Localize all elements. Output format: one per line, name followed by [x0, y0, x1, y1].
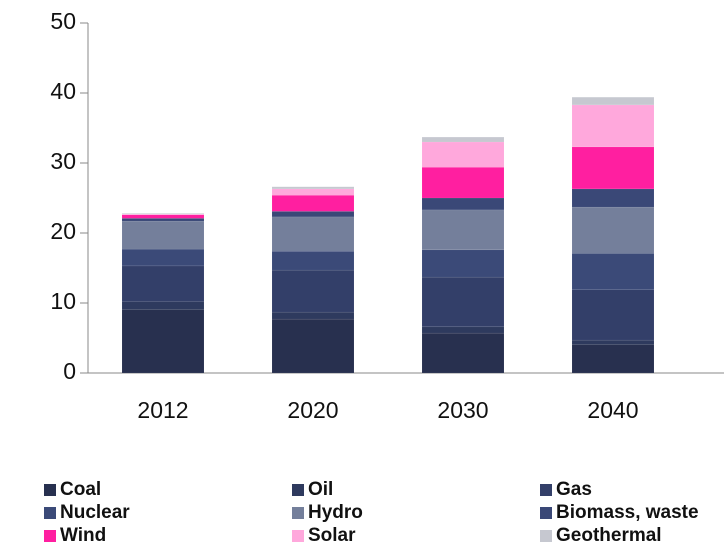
- x-tick-label: 2020: [287, 397, 338, 423]
- bar-segment: [121, 213, 205, 215]
- bar-segment: [421, 249, 505, 278]
- legend-label: Wind: [60, 525, 106, 546]
- bar-segment: [571, 104, 655, 148]
- bar-segment: [571, 344, 655, 374]
- bar-segment: [421, 136, 505, 143]
- bar-segment: [121, 213, 205, 216]
- bar-segment: [121, 301, 205, 310]
- y-tick-label: 10: [50, 288, 76, 314]
- bar-segment: [271, 311, 355, 320]
- bar-segment: [271, 194, 355, 212]
- bar-segment: [271, 250, 355, 271]
- bar-segment: [421, 141, 505, 168]
- legend-label: Oil: [308, 479, 333, 500]
- legend-label: Nuclear: [60, 502, 130, 523]
- y-tick-label: 50: [50, 8, 76, 34]
- legend-swatch: [44, 507, 56, 519]
- legend-label: Hydro: [308, 502, 363, 523]
- legend-label: Geothermal: [556, 525, 662, 546]
- legend-swatch: [44, 484, 56, 496]
- bar-segment: [571, 206, 655, 254]
- bar-segment: [121, 309, 205, 374]
- bar-segment: [271, 211, 355, 218]
- bar-segment: [421, 209, 505, 251]
- bar-segment: [421, 332, 505, 374]
- y-tick-label: 40: [50, 78, 76, 104]
- legend-label: Coal: [60, 479, 101, 500]
- bar-segment: [421, 276, 505, 328]
- bar-segment: [121, 218, 205, 222]
- bar-segment: [421, 326, 505, 334]
- x-tick-label: 2040: [587, 397, 638, 423]
- x-tick-label: 2030: [437, 397, 488, 423]
- bar-segment: [121, 220, 205, 250]
- bar-segment: [271, 216, 355, 252]
- bar-segment: [121, 265, 205, 302]
- bar-segment: [571, 253, 655, 290]
- bar-segment: [421, 166, 505, 199]
- legend-label: Solar: [308, 525, 356, 546]
- legend-swatch: [540, 484, 552, 496]
- legend-swatch: [292, 484, 304, 496]
- legend-label: Biomass, waste: [556, 502, 699, 523]
- legend-swatch: [292, 530, 304, 542]
- legend-swatch: [540, 507, 552, 519]
- bar-segment: [271, 318, 355, 374]
- bar-segment: [571, 289, 655, 341]
- legend-swatch: [540, 530, 552, 542]
- bar-segment: [271, 186, 355, 190]
- bar-segment: [121, 248, 205, 267]
- y-tick-label: 20: [50, 218, 76, 244]
- y-tick-label: 0: [63, 358, 76, 384]
- legend-label: Gas: [556, 479, 592, 500]
- x-tick-label: 2012: [137, 397, 188, 423]
- legend-swatch: [44, 530, 56, 542]
- bar-segment: [571, 96, 655, 106]
- bar-segment: [571, 339, 655, 345]
- bar-segment: [271, 188, 355, 196]
- bar-segment: [571, 188, 655, 208]
- legend-swatch: [292, 507, 304, 519]
- y-tick-label: 30: [50, 148, 76, 174]
- bar-segment: [121, 214, 205, 219]
- bar-segment: [421, 197, 505, 211]
- bar-segment: [271, 269, 355, 313]
- bar-segment: [571, 146, 655, 190]
